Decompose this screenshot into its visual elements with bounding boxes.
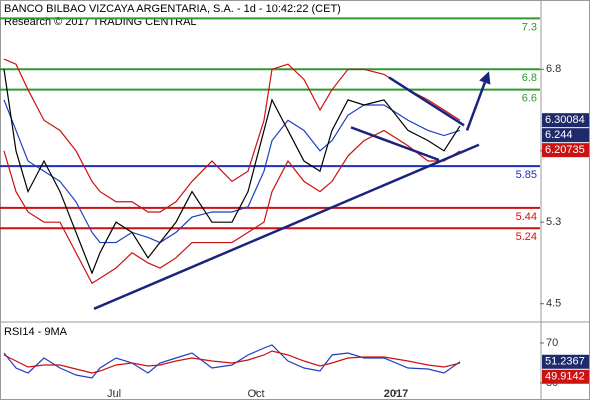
price-label: 51.2367 xyxy=(545,356,585,368)
price-label: 6.20735 xyxy=(545,144,585,156)
series-line xyxy=(3,350,461,374)
y-tick-label: 5.3 xyxy=(546,216,561,228)
trendline xyxy=(388,76,465,127)
x-tick-label: Oct xyxy=(247,388,264,400)
price-label-box xyxy=(542,354,589,369)
y-tick-label: 4.5 xyxy=(546,298,561,310)
level-label: 5.85 xyxy=(516,169,537,181)
rsi-title: RSI14 - 9MA xyxy=(4,326,68,338)
chart-title: BANCO BILBAO VIZCAYA ARGENTARIA, S.A. - … xyxy=(4,3,341,15)
y-tick-label: 70 xyxy=(546,337,558,349)
series-line xyxy=(3,129,461,285)
series-line xyxy=(3,58,461,213)
price-label-box xyxy=(542,369,589,384)
x-tick-label: 2017 xyxy=(384,388,408,400)
trendline xyxy=(350,126,440,162)
series-line xyxy=(3,99,461,244)
series-line xyxy=(3,344,461,379)
level-label: 6.8 xyxy=(522,72,537,84)
price-label-box xyxy=(542,128,589,143)
y-tick-label: 6.8 xyxy=(546,63,561,75)
level-label: 6.6 xyxy=(522,93,537,105)
level-label: 7.3 xyxy=(522,21,537,33)
series-line xyxy=(3,69,461,275)
price-label-box xyxy=(542,113,589,128)
x-tick-label: Jul xyxy=(107,388,121,400)
price-label: 6.30084 xyxy=(545,114,585,126)
level-label: 5.44 xyxy=(516,211,537,223)
trendline xyxy=(93,143,480,310)
level-label: 5.24 xyxy=(516,231,537,243)
arrow-head xyxy=(479,71,491,85)
price-label: 6.244 xyxy=(545,129,573,141)
arrow-shaft xyxy=(465,82,486,131)
price-label: 49.9142 xyxy=(545,371,585,383)
price-label-box xyxy=(542,143,589,158)
